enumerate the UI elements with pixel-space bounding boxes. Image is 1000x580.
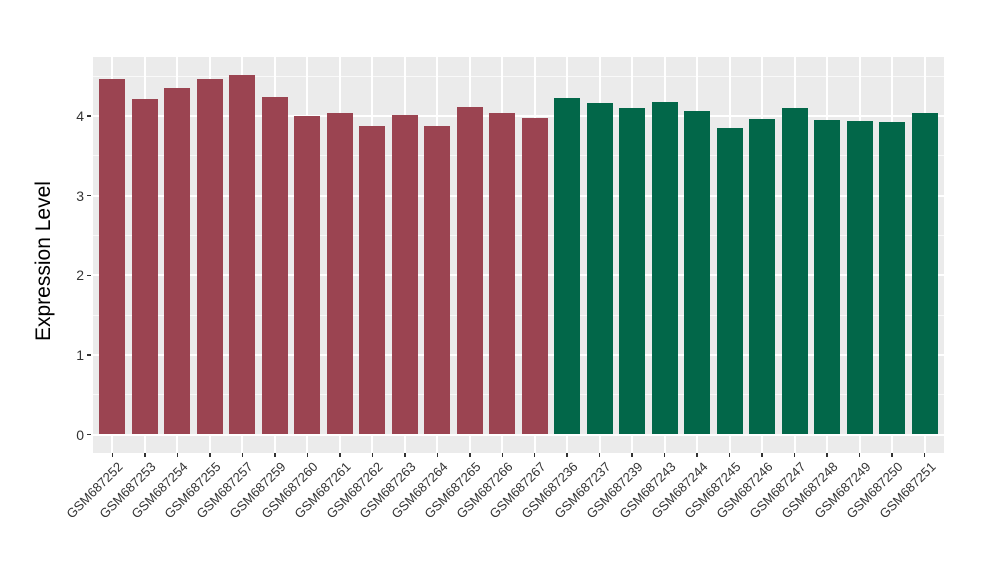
bar-GSM687260 xyxy=(294,116,321,435)
bar-GSM687251 xyxy=(911,112,938,435)
x-tick-mark xyxy=(404,453,406,457)
y-tick-mark xyxy=(87,115,91,117)
gridline-minor-h xyxy=(93,394,944,396)
x-tick-mark xyxy=(923,453,926,457)
bar-GSM687254 xyxy=(164,88,191,435)
x-tick-mark xyxy=(241,453,244,457)
y-tick-mark xyxy=(87,433,91,436)
x-tick-mark xyxy=(176,453,179,457)
y-axis-title: Expression Level xyxy=(32,181,55,341)
x-tick-mark xyxy=(696,453,698,457)
x-tick-mark xyxy=(274,453,276,457)
x-tick-mark xyxy=(598,453,601,457)
x-tick-mark xyxy=(371,453,374,457)
x-tick-mark xyxy=(728,453,731,457)
bar-GSM687249 xyxy=(846,120,873,435)
bar-GSM687236 xyxy=(554,97,581,435)
y-tick-mark xyxy=(87,194,91,197)
gridline-minor-h xyxy=(93,75,944,77)
gridline-major-h xyxy=(93,433,944,436)
x-tick-mark xyxy=(663,453,666,457)
y-tick-mark xyxy=(87,274,91,277)
gridline-major-h xyxy=(93,194,944,197)
bar-GSM687262 xyxy=(359,125,386,435)
bar-GSM687261 xyxy=(326,112,353,435)
bar-GSM687247 xyxy=(781,108,808,435)
bar-GSM687257 xyxy=(229,74,256,435)
bar-GSM687237 xyxy=(586,102,613,435)
bar-GSM687266 xyxy=(489,112,516,435)
bar-GSM687245 xyxy=(716,128,743,435)
gridline-minor-h xyxy=(93,314,944,316)
x-tick-mark xyxy=(566,453,568,457)
bar-GSM687244 xyxy=(684,111,711,435)
bar-GSM687250 xyxy=(879,122,906,435)
bar-GSM687246 xyxy=(749,119,776,435)
x-tick-mark xyxy=(339,453,341,457)
x-tick-mark xyxy=(858,453,861,457)
bar-GSM687267 xyxy=(521,118,548,435)
x-tick-mark xyxy=(306,453,309,457)
bar-GSM687263 xyxy=(391,114,418,435)
bar-GSM687255 xyxy=(196,79,223,435)
bar-GSM687248 xyxy=(814,120,841,435)
x-tick-mark xyxy=(144,453,146,457)
y-tick-label-1: 1 xyxy=(76,346,84,363)
x-tick-mark xyxy=(891,453,893,457)
x-tick-mark xyxy=(793,453,796,457)
x-tick-mark xyxy=(111,453,114,457)
x-tick-mark xyxy=(436,453,439,457)
gridline-major-h xyxy=(93,353,944,356)
bar-GSM687264 xyxy=(424,125,451,435)
plot-panel xyxy=(93,57,944,453)
y-tick-label-3: 3 xyxy=(76,187,84,204)
gridline-major-h xyxy=(93,274,944,277)
y-tick-label-2: 2 xyxy=(76,267,84,284)
x-tick-mark xyxy=(469,453,471,457)
bar-GSM687265 xyxy=(456,107,483,435)
bar-GSM687253 xyxy=(131,98,158,435)
bar-GSM687252 xyxy=(99,79,126,435)
x-tick-mark xyxy=(533,453,536,457)
x-tick-mark xyxy=(209,453,211,457)
x-tick-mark xyxy=(826,453,828,457)
gridline-minor-h xyxy=(93,155,944,157)
gridline-major-h xyxy=(93,115,944,118)
gridline-minor-h xyxy=(93,235,944,236)
y-tick-label-0: 0 xyxy=(76,426,84,443)
y-tick-label-4: 4 xyxy=(76,108,84,125)
x-tick-mark xyxy=(501,453,503,457)
x-tick-mark xyxy=(631,453,633,457)
x-tick-mark xyxy=(761,453,763,457)
bar-GSM687243 xyxy=(651,101,678,435)
bar-GSM687259 xyxy=(261,96,288,435)
bar-GSM687239 xyxy=(619,108,646,435)
y-tick-mark xyxy=(87,354,91,356)
